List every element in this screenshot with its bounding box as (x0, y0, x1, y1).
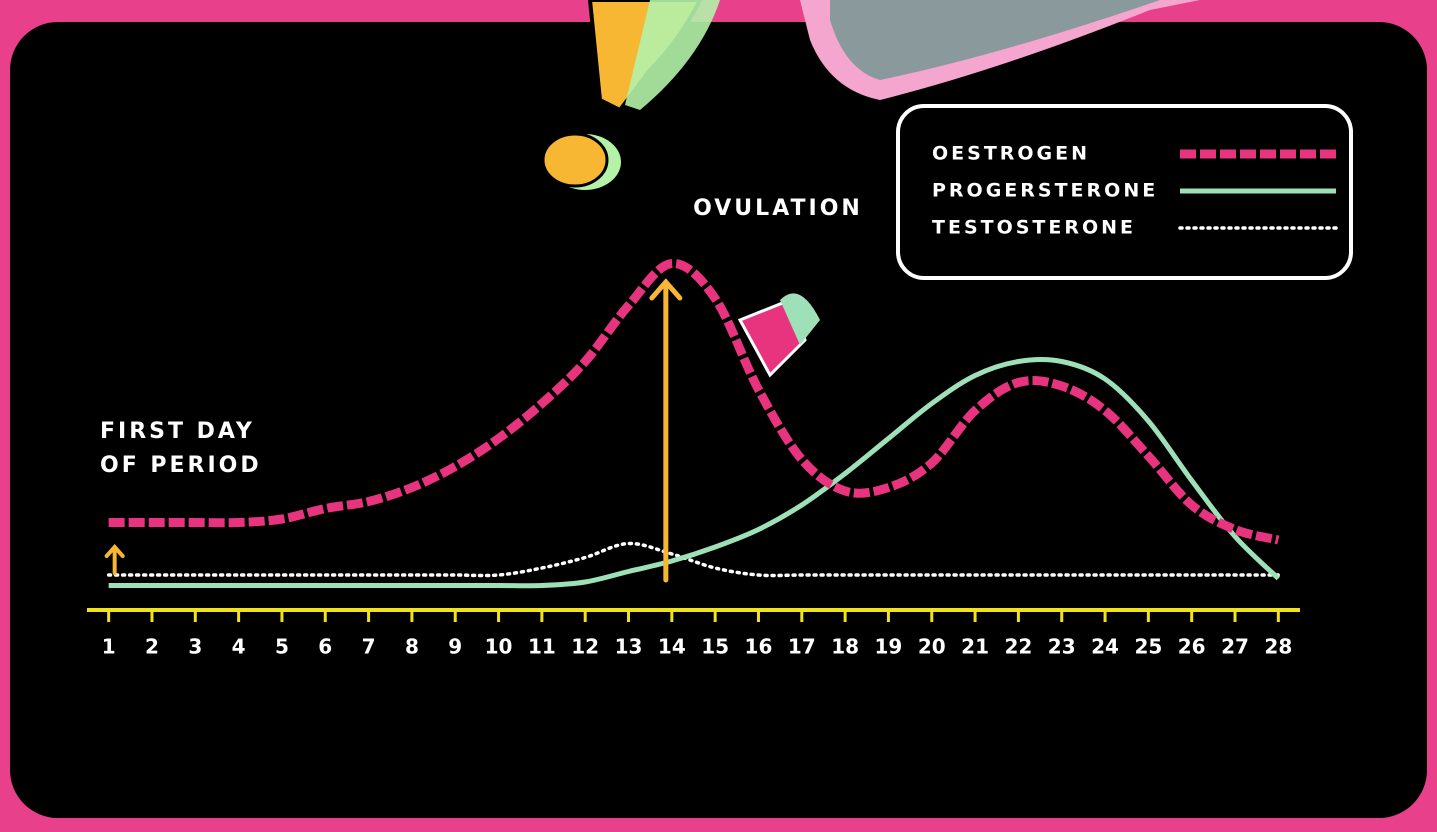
x-tick-label: 24 (1091, 635, 1119, 659)
annotation: FIRST DAY (100, 419, 255, 444)
x-tick-label: 17 (788, 635, 816, 659)
legend-label: TESTOSTERONE (932, 217, 1136, 239)
annotation: OVULATION (693, 196, 863, 221)
x-tick-label: 5 (275, 635, 289, 659)
x-tick-label: 14 (658, 635, 686, 659)
board (10, 22, 1427, 818)
x-tick-label: 1 (102, 635, 116, 659)
legend-label: OESTROGEN (932, 143, 1090, 165)
x-tick-label: 25 (1134, 635, 1162, 659)
x-tick-label: 2 (145, 635, 159, 659)
x-tick-label: 23 (1048, 635, 1076, 659)
x-tick-label: 19 (875, 635, 903, 659)
period-arrow (104, 543, 125, 575)
annotation: OF PERIOD (100, 453, 262, 478)
x-tick-label: 12 (571, 635, 599, 659)
line-series (106, 541, 1281, 578)
x-tick-label: 4 (232, 635, 246, 659)
x-tick-label: 6 (318, 635, 332, 659)
x-tick-label: 10 (485, 635, 513, 659)
decoration (541, 0, 1200, 378)
x-tick-label: 21 (961, 635, 989, 659)
x-tick-label: 15 (701, 635, 729, 659)
legend-box (896, 104, 1353, 280)
x-tick-label: 3 (188, 635, 202, 659)
x-tick-label: 18 (831, 635, 859, 659)
legend-label: PROGERSTERONE (932, 180, 1158, 202)
x-tick-label: 26 (1178, 635, 1206, 659)
x-tick-label: 28 (1264, 635, 1292, 659)
x-tick-label: 16 (745, 635, 773, 659)
x-tick-label: 13 (615, 635, 643, 659)
ovulation-arrow (649, 278, 683, 583)
x-tick-label: 8 (405, 635, 419, 659)
x-tick-label: 22 (1004, 635, 1032, 659)
line-series (108, 357, 1281, 589)
x-tick-label: 11 (528, 635, 556, 659)
x-tick-label: 7 (362, 635, 376, 659)
x-tick-label: 9 (448, 635, 462, 659)
x-tick-label: 27 (1221, 635, 1249, 659)
line-series (108, 259, 1280, 545)
x-tick-label: 20 (918, 635, 946, 659)
